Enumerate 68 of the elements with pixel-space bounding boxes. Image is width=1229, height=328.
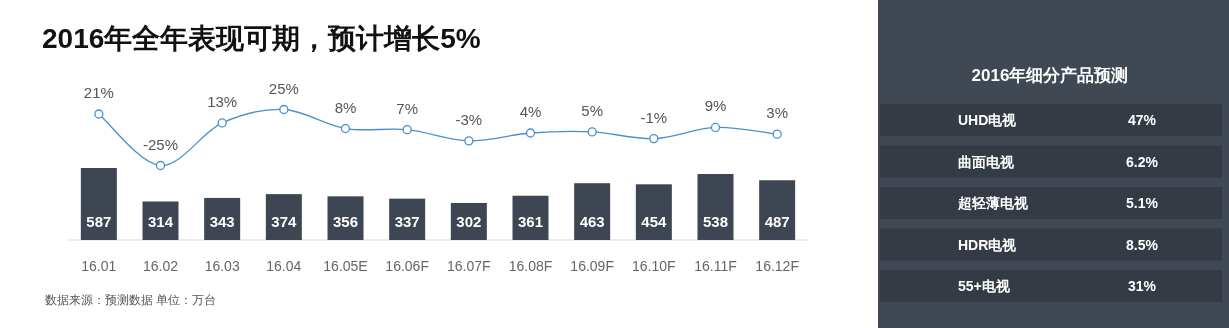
data-label: 361 — [517, 213, 544, 230]
data-label: -1% — [640, 108, 668, 126]
text: 47% — [1127, 112, 1157, 128]
text: 55+电视 — [958, 278, 1011, 294]
bar — [697, 174, 734, 240]
bar — [759, 180, 796, 240]
data-label: 454 — [641, 213, 667, 230]
bar — [142, 201, 179, 240]
point — [464, 136, 474, 146]
point — [217, 118, 227, 128]
data-label: 302 — [456, 213, 482, 230]
data-label: -3% — [455, 110, 483, 128]
data-label: 314 — [147, 213, 174, 230]
text: HDR电视 — [958, 236, 1018, 253]
data-label: 587 — [86, 213, 112, 230]
data-label: 5% — [581, 101, 604, 119]
text: 8.5% — [1126, 236, 1159, 253]
bar — [80, 168, 117, 240]
x-tick-label: 16.12F — [755, 258, 799, 274]
text: 曲面电视 — [958, 153, 1015, 170]
x-tick-label: 16.02 — [142, 258, 179, 274]
data-label: 9% — [704, 97, 727, 115]
point — [525, 128, 536, 138]
data-label: 343 — [209, 213, 235, 230]
data-label: 374 — [271, 213, 297, 230]
data-label: 463 — [579, 213, 605, 230]
data-label: 4% — [519, 103, 542, 121]
data-label: 25% — [268, 79, 299, 97]
x-tick-label: 16.11F — [694, 258, 737, 274]
x-tick-label: 16.01 — [81, 258, 117, 274]
data-label: 337 — [394, 213, 420, 230]
point — [710, 122, 721, 133]
text: UHD电视 — [958, 112, 1018, 128]
point — [94, 109, 104, 119]
chart-title: 2016年全年表现可期，预计增长5% — [42, 23, 481, 54]
data-label: 3% — [766, 104, 789, 122]
text: 2016年细分产品预测 — [971, 66, 1129, 85]
point — [587, 127, 597, 137]
bar — [265, 194, 302, 240]
x-tick-label: 16.09F — [570, 258, 614, 274]
text: 超轻薄电视 — [957, 195, 1029, 211]
point — [772, 129, 782, 139]
x-tick-label: 16.10F — [632, 258, 676, 274]
data-label: 7% — [396, 99, 419, 117]
text: 31% — [1127, 278, 1157, 294]
bar — [574, 183, 611, 240]
data-label: 21% — [83, 83, 114, 101]
data-label: 8% — [334, 98, 357, 116]
text: 5.1% — [1126, 195, 1159, 211]
x-tick-label: 16.08F — [508, 258, 553, 274]
data-label: 538 — [702, 213, 729, 230]
point — [402, 125, 412, 135]
data-label: 356 — [332, 213, 359, 230]
x-tick-label: 16.04 — [266, 258, 302, 274]
point — [649, 133, 659, 144]
x-tick-label: 16.07F — [447, 258, 491, 274]
source-note: 数据来源：预测数据 单位：万台 — [45, 293, 217, 307]
x-tick-label: 16.05E — [323, 258, 368, 274]
data-label: 487 — [764, 213, 790, 230]
x-tick-label: 16.03 — [204, 258, 240, 274]
text: 6.2% — [1126, 153, 1159, 170]
x-tick-label: 16.06F — [385, 258, 429, 274]
data-label: -25% — [142, 135, 179, 153]
bar — [635, 184, 672, 240]
point — [279, 104, 289, 115]
data-label: 13% — [207, 92, 238, 110]
point — [155, 160, 166, 171]
point — [340, 123, 351, 134]
